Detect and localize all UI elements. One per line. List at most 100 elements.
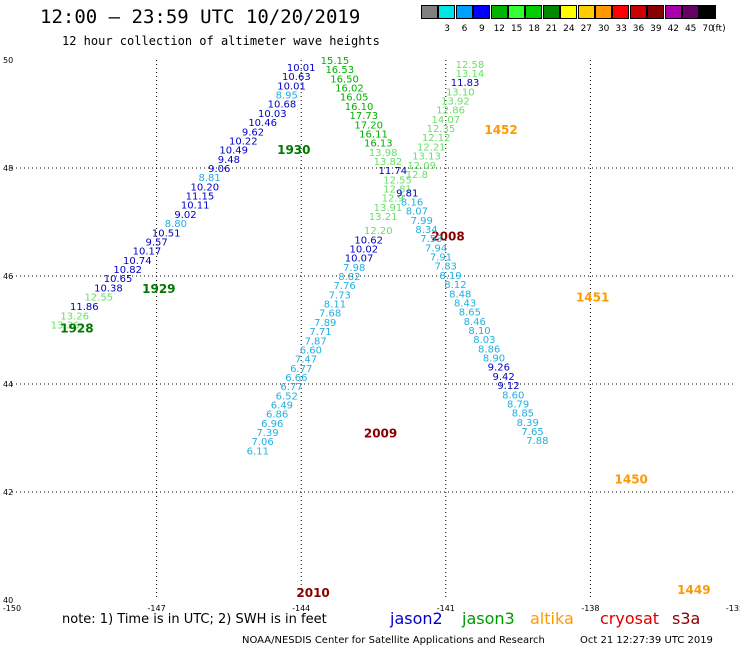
swh-value: 13.36 <box>51 321 80 332</box>
swh-value: 12.9 <box>382 194 404 205</box>
swh-value: 7.53 <box>420 234 442 245</box>
swh-value: 7.47 <box>295 355 317 366</box>
pass-time-label: 1449 <box>677 583 710 597</box>
swh-value: 16.02 <box>335 84 364 95</box>
swh-value: 6.52 <box>276 391 298 402</box>
swh-value: 6.77 <box>280 382 302 393</box>
swh-value: 8.03 <box>473 335 495 346</box>
swh-value: 7.89 <box>314 318 336 329</box>
satellite-label: jason2 <box>390 609 443 628</box>
swh-value: 10.11 <box>181 201 210 212</box>
scale-label: 39 <box>650 24 662 34</box>
swh-value: 10.02 <box>350 244 379 255</box>
swh-value: 7.88 <box>526 436 548 447</box>
swh-value: 16.05 <box>340 93 369 104</box>
swh-value: 9.81 <box>396 188 418 199</box>
y-tick-label: 48 <box>3 164 13 173</box>
scale-swatch <box>560 5 578 19</box>
swh-value: 9.02 <box>174 210 196 221</box>
swh-value: 16.11 <box>359 129 388 140</box>
pass-time-label: 1452 <box>484 123 517 137</box>
y-tick-label: 42 <box>3 488 13 497</box>
scale-swatch <box>629 5 647 19</box>
swh-value: 13.26 <box>60 311 89 322</box>
y-tick-label: 46 <box>3 272 13 281</box>
scale-label: 15 <box>510 24 523 34</box>
swh-value: 12.55 <box>84 293 113 304</box>
swh-value: 10.22 <box>229 136 258 147</box>
swh-value: 12.12 <box>422 133 451 144</box>
x-tick-label: -144 <box>292 604 310 613</box>
swh-value: 10.74 <box>123 256 152 267</box>
y-tick-label: 40 <box>3 596 13 605</box>
swh-value: 8.34 <box>415 225 437 236</box>
scale-swatch <box>508 5 525 19</box>
scale-label: 36 <box>632 24 645 34</box>
swh-value: 8.12 <box>444 280 466 291</box>
swh-value: 6.77 <box>290 364 312 375</box>
swh-value: 8.19 <box>439 271 461 282</box>
pass-time-label: 2009 <box>364 427 397 441</box>
swh-value: 7.83 <box>435 262 457 273</box>
swh-value: 11.83 <box>451 78 480 89</box>
scale-swatch <box>542 5 560 19</box>
swh-value: 9.26 <box>488 363 510 374</box>
satellite-label: s3a <box>672 609 701 628</box>
satellite-label: altika <box>530 609 574 628</box>
swh-value: 10.20 <box>190 182 219 193</box>
swh-value: 12.86 <box>436 106 465 117</box>
satellite-label: cryosat <box>600 609 660 628</box>
swh-value: 8.43 <box>454 298 476 309</box>
note-text: note: 1) Time is in UTC; 2) SWH is in fe… <box>62 612 327 627</box>
x-tick-label: -147 <box>148 604 166 613</box>
footer-agency: NOAA/NESDIS Center for Satellite Applica… <box>242 635 545 646</box>
x-tick-label: -150 <box>3 604 21 613</box>
swh-value: 13.13 <box>412 152 441 163</box>
scale-swatch <box>490 5 508 19</box>
scale-label: 3 <box>444 24 450 34</box>
swh-value: 10.49 <box>219 146 248 157</box>
x-tick-label: -138 <box>581 604 599 613</box>
swh-value: 10.38 <box>94 283 123 294</box>
y-tick-label: 44 <box>3 380 13 389</box>
swh-value: 10.51 <box>152 228 181 239</box>
swh-value: 7.71 <box>309 327 331 338</box>
scale-label: 70 <box>702 24 714 34</box>
swh-value: 10.01 <box>287 63 316 74</box>
swh-value: 8.79 <box>507 399 529 410</box>
swh-value: 14.07 <box>431 115 460 126</box>
scale-swatch <box>421 5 438 19</box>
swh-value: 16.50 <box>330 74 359 85</box>
swh-value: 6.86 <box>266 410 288 421</box>
scale-label: 18 <box>528 24 540 34</box>
swh-value: 13.10 <box>446 87 475 98</box>
scale-label: 42 <box>667 24 680 34</box>
swh-value: 6.49 <box>271 401 293 412</box>
swh-value: 8.80 <box>165 219 187 230</box>
scale-label: 30 <box>597 24 610 34</box>
swh-value: 8.86 <box>478 344 500 355</box>
scale-label: 24 <box>563 24 575 34</box>
swh-value: 9.57 <box>145 237 167 248</box>
swh-value: 7.99 <box>411 216 433 227</box>
chart-title: 12:00 — 23:59 UTC 10/20/2019 <box>40 6 361 28</box>
swh-value: 12.20 <box>364 226 393 237</box>
scale-label: 6 <box>461 24 468 34</box>
swh-value: 9.06 <box>208 164 230 175</box>
scale-label: 12 <box>493 24 506 34</box>
pass-time-label: 1928 <box>60 321 93 335</box>
swh-value: 7.73 <box>329 290 351 301</box>
swh-value: 12.09 <box>407 161 436 172</box>
chart-subtitle: 12 hour collection of altimeter wave hei… <box>62 34 380 48</box>
scale-swatch <box>682 5 699 19</box>
swh-value: 10.46 <box>248 118 277 129</box>
swh-value: 13.91 <box>374 203 403 214</box>
swh-value: 8.48 <box>449 289 471 300</box>
y-tick-label: 50 <box>3 56 13 65</box>
x-tick-label: -141 <box>437 604 455 613</box>
swh-value: 11.15 <box>186 192 215 203</box>
swh-value: 12.35 <box>427 124 456 135</box>
swh-value: 9.12 <box>497 381 519 392</box>
swh-value: 8.07 <box>406 207 428 218</box>
